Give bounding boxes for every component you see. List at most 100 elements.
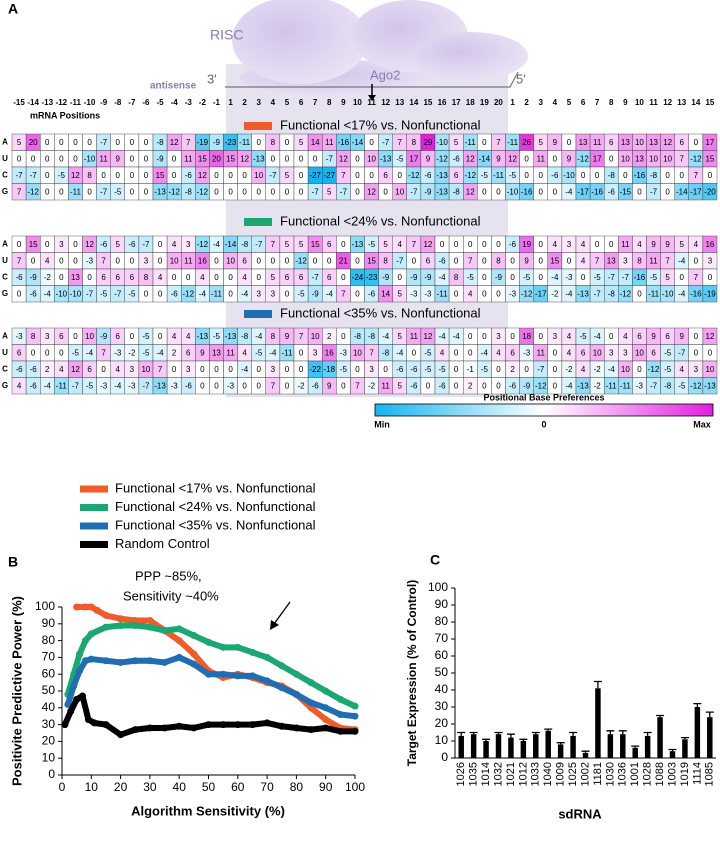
cell-value: 0 [355,256,360,265]
cell-value: -6 [509,381,517,390]
cell-value: 7 [694,171,699,180]
cell-value: 6 [510,348,515,357]
error-bar [569,731,578,736]
cell-value: 0 [257,138,262,147]
point [205,721,212,729]
cell-value: 9 [567,154,572,163]
arrow-head [368,95,376,101]
point [234,721,242,729]
cell-value: 15 [311,240,320,249]
cell-value: 3 [553,332,558,341]
cell-value: 11 [99,154,108,163]
cell-value: 5 [665,273,670,282]
cell-value: -5 [213,332,221,341]
bar [657,717,663,758]
x-tick-label: 60 [231,780,245,794]
cell-value: -13 [352,240,364,249]
cell-value: 16 [198,256,207,265]
cell-value: 0 [59,138,64,147]
cell-value: 3 [130,365,135,374]
cell-value: 6 [242,256,247,265]
cell-value: 12 [170,138,179,147]
cell-value: -7 [312,187,320,196]
cell-value: -6 [396,365,404,374]
cell-value: 12 [705,332,714,341]
cell-value: 6 [299,273,304,282]
cell-value: 0 [637,289,642,298]
cell-value: -12 [464,171,476,180]
cell-value: -2 [594,365,602,374]
cell-value: 20 [212,154,221,163]
bar [533,734,539,758]
cell-value: 0 [285,154,290,163]
cell-value: 4 [17,381,22,390]
cell-value: 15 [198,154,207,163]
cell-value: 3 [708,256,713,265]
cell-value: 7 [158,365,163,374]
point [205,638,212,646]
x-tick-label: 1036 [617,762,629,786]
error-bar [593,680,602,689]
column-label: 12 [663,98,672,107]
y-tick-label: 30 [42,717,56,731]
cell-value: -13 [154,381,166,390]
point [322,704,330,712]
cell-value: -3 [15,332,23,341]
cell-value: 12 [85,240,94,249]
cell-value: 0 [285,289,290,298]
cell-value: 0 [609,154,614,163]
cell-value: 21 [339,256,348,265]
cell-value: -10 [56,289,68,298]
cell-value: 0 [101,365,106,374]
cell-value: -9 [100,332,108,341]
bar [582,752,589,758]
cell-value: -7 [72,381,80,390]
point [81,637,89,645]
cell-value: 14 [311,138,320,147]
cell-value: 5 [680,240,685,249]
cell-value: 4 [567,348,572,357]
cell-value: 0 [539,332,544,341]
cell-value: -4 [86,348,94,357]
cell-value: -5 [142,348,150,357]
x-tick-label: 1009 [555,762,567,786]
x-tick-label: 20 [114,780,128,794]
cell-value: 0 [59,348,64,357]
cell-value: 3 [186,365,191,374]
point [336,727,344,735]
cell-value: 0 [116,171,121,180]
cell-value: -11 [437,289,449,298]
cell-value: 8 [637,256,642,265]
cell-value: -12 [690,381,702,390]
cell-value: 0 [341,381,346,390]
cell-value: 7 [341,289,346,298]
x-tick-label: 1014 [480,762,492,786]
cell-value: -13 [436,187,448,196]
cell-value: 0 [31,154,36,163]
cell-value: 0 [228,187,233,196]
cell-value: 0 [680,171,685,180]
cell-value: -13 [577,289,589,298]
y-tick-label: 70 [42,650,56,664]
cell-value: -18 [323,365,335,374]
y-tick-label: 40 [42,700,56,714]
x-tick-label: 1030 [604,762,616,786]
cell-value: 0 [468,240,473,249]
error-bar [519,738,528,741]
point [146,623,154,631]
cell-value: 6 [454,171,459,180]
x-tick-label: 10 [85,780,99,794]
cell-value: 5 [398,332,403,341]
legend-swatch [244,310,272,318]
cell-value: 11 [381,381,390,390]
cell-value: 7 [17,256,22,265]
cell-value: 13 [212,348,221,357]
cell-value: 7 [271,240,276,249]
cell-value: -10 [436,138,448,147]
cell-value: -11 [493,171,505,180]
cell-value: 0 [45,154,50,163]
y-tick-label: 20 [435,716,449,730]
bar [520,741,527,758]
cell-value: 6 [680,138,685,147]
error-bar [506,733,515,738]
